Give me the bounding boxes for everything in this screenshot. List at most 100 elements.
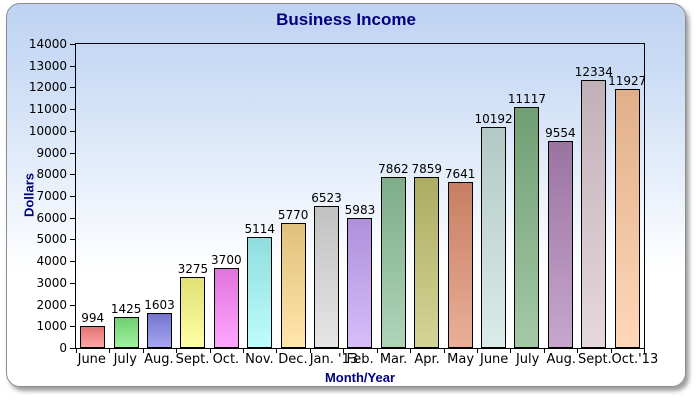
- y-tick-mark: [70, 261, 76, 263]
- bar: [180, 276, 206, 348]
- y-tick-mark: [70, 152, 76, 154]
- bar: [514, 106, 540, 348]
- x-tick-mark: [142, 349, 144, 353]
- x-category-label: June: [479, 352, 509, 367]
- bar-value-label: 1603: [144, 298, 175, 313]
- x-category-label: Feb.: [346, 352, 374, 367]
- bar: [213, 267, 239, 348]
- y-tick-mark: [70, 109, 76, 111]
- bar-slot: 7862: [377, 44, 410, 348]
- bar-slot: 1425: [109, 44, 142, 348]
- x-tick-mark: [109, 349, 111, 353]
- bar-slot: 1603: [143, 44, 176, 348]
- y-tick-mark: [70, 44, 76, 45]
- x-tick-mark: [376, 349, 378, 353]
- chart-panel: Business Income Dollars 0 1000 2000 3000 400…: [6, 3, 686, 387]
- x-tick-mark: [610, 349, 612, 353]
- x-category-label: Aug.: [546, 352, 576, 367]
- bar-slot: 11117: [507, 44, 547, 348]
- bar-value-label: 9554: [545, 125, 576, 140]
- x-tick-mark: [343, 349, 345, 353]
- x-tick-mark: [209, 349, 211, 353]
- bar-slot: 12334: [575, 44, 613, 348]
- x-category-label: Jan. '13: [309, 352, 359, 367]
- x-category-label: June: [77, 352, 106, 367]
- x-category-label: Apr.: [414, 352, 440, 367]
- bar-value-label: 5114: [244, 221, 275, 236]
- x-tick-mark: [309, 349, 311, 353]
- bar: [614, 89, 640, 348]
- bar-value-label: 1425: [110, 302, 142, 317]
- y-tick-mark: [70, 348, 76, 349]
- y-tick-label: 3000: [36, 275, 67, 290]
- x-tick-mark: [176, 349, 178, 353]
- y-tick-label: 0: [59, 341, 67, 355]
- x-category-label: July: [113, 352, 137, 367]
- x-category-label: Sept.: [175, 352, 210, 367]
- bar: [113, 317, 139, 348]
- y-tick-label: 14000: [28, 37, 67, 51]
- x-tick-mark: [543, 349, 545, 353]
- x-axis-title: Month/Year: [324, 370, 396, 385]
- bar: [347, 218, 373, 348]
- bar-slot: 994: [76, 44, 109, 348]
- x-tick-mark: [410, 349, 412, 353]
- y-tick-label: 9000: [36, 145, 67, 160]
- bar: [380, 177, 406, 348]
- bar-value-label: 7641: [444, 167, 476, 182]
- bar-value-label: 994: [81, 311, 105, 326]
- bar: [414, 177, 440, 348]
- y-tick-mark: [70, 282, 76, 284]
- y-tick-label: 10000: [28, 123, 67, 138]
- y-tick-label: 6000: [36, 210, 67, 225]
- x-category-label: Oct.: [212, 352, 240, 367]
- x-category-label: May: [447, 352, 475, 367]
- bar-value-label: 10192: [474, 111, 513, 126]
- x-tick-mark: [76, 349, 77, 353]
- bar: [314, 206, 340, 348]
- y-tick-mark: [70, 217, 76, 219]
- y-tick-label: 1000: [36, 319, 67, 334]
- bar-slot: 3700: [210, 44, 243, 348]
- bar: [80, 326, 106, 348]
- chart-title: Business Income: [276, 10, 416, 29]
- y-axis-title: Dollars: [21, 172, 37, 218]
- x-tick-mark: [476, 349, 478, 353]
- bar-value-label: 11117: [507, 91, 547, 106]
- y-tick-mark: [70, 87, 76, 89]
- y-tick-mark: [70, 130, 76, 132]
- x-tick-mark: [577, 349, 579, 353]
- bar: [447, 182, 473, 348]
- x-category-label: Sept.: [577, 352, 612, 367]
- y-tick-label: 2000: [36, 297, 67, 312]
- y-tick-mark: [70, 174, 76, 176]
- bar: [280, 222, 306, 348]
- x-category-label: Dec.: [278, 352, 308, 367]
- bar: [481, 126, 507, 348]
- bar: [547, 140, 573, 348]
- y-tick-label: 11000: [28, 102, 67, 117]
- x-category-label: Mar.: [379, 352, 408, 367]
- bar-slot: 7641: [443, 44, 476, 348]
- y-tick-label: 8000: [36, 167, 67, 182]
- bar-slot: 9554: [544, 44, 577, 348]
- y-tick-mark: [70, 239, 76, 241]
- y-tick-mark: [70, 304, 76, 306]
- bar-value-label: 5770: [277, 207, 309, 222]
- x-tick-mark: [443, 349, 445, 353]
- y-tick-label: 13000: [28, 58, 67, 73]
- bar-value-label: 5983: [344, 203, 376, 218]
- bar-value-label: 11927: [608, 74, 647, 89]
- y-tick-label: 12000: [28, 80, 67, 95]
- bar-slot: 6523: [310, 44, 343, 348]
- bar-slot: 5983: [343, 44, 376, 348]
- x-tick-mark: [276, 349, 278, 353]
- bar-value-label: 7859: [411, 162, 443, 177]
- y-tick-mark: [70, 196, 76, 197]
- x-category-label: Aug.: [144, 352, 174, 367]
- bar-slot: 7859: [410, 44, 443, 348]
- bar-slot: 5114: [243, 44, 276, 348]
- x-tick-mark: [510, 349, 512, 353]
- bars-container: 994 1425 1603 3275 3700 5114 5770 6523 5983 7862 7…: [76, 44, 647, 348]
- bar-value-label: 7862: [378, 162, 409, 177]
